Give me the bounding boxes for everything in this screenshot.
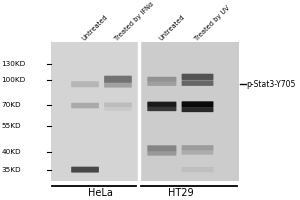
Text: Untreated: Untreated <box>81 14 109 42</box>
FancyBboxPatch shape <box>147 102 176 107</box>
Bar <box>139 42 239 181</box>
FancyBboxPatch shape <box>104 102 132 107</box>
FancyBboxPatch shape <box>147 82 176 86</box>
FancyBboxPatch shape <box>147 151 176 156</box>
FancyBboxPatch shape <box>182 74 213 80</box>
Bar <box>51 42 239 181</box>
Bar <box>51 42 139 181</box>
Text: HeLa: HeLa <box>88 188 112 198</box>
FancyBboxPatch shape <box>147 77 176 82</box>
FancyBboxPatch shape <box>71 103 99 108</box>
FancyBboxPatch shape <box>104 83 132 88</box>
Text: 40KD: 40KD <box>2 149 21 155</box>
Text: Untreated: Untreated <box>158 14 186 42</box>
FancyBboxPatch shape <box>71 81 99 87</box>
Text: 100KD: 100KD <box>2 77 26 83</box>
FancyBboxPatch shape <box>182 107 213 112</box>
Text: HT29: HT29 <box>168 188 194 198</box>
FancyBboxPatch shape <box>182 167 213 172</box>
Text: 35KD: 35KD <box>2 167 21 173</box>
Text: Treated by UV: Treated by UV <box>193 4 231 42</box>
FancyBboxPatch shape <box>182 145 213 150</box>
FancyBboxPatch shape <box>147 145 176 151</box>
Text: Treated by IFNα: Treated by IFNα <box>114 0 155 42</box>
Text: 55KD: 55KD <box>2 123 21 129</box>
FancyBboxPatch shape <box>104 76 132 83</box>
Text: p-Stat3-Y705: p-Stat3-Y705 <box>246 80 296 89</box>
Text: 130KD: 130KD <box>2 61 26 67</box>
FancyBboxPatch shape <box>71 167 99 173</box>
Text: 70KD: 70KD <box>2 102 21 108</box>
FancyBboxPatch shape <box>182 101 213 108</box>
FancyBboxPatch shape <box>182 150 213 155</box>
FancyBboxPatch shape <box>182 80 213 86</box>
FancyBboxPatch shape <box>147 107 176 111</box>
FancyBboxPatch shape <box>104 107 132 111</box>
